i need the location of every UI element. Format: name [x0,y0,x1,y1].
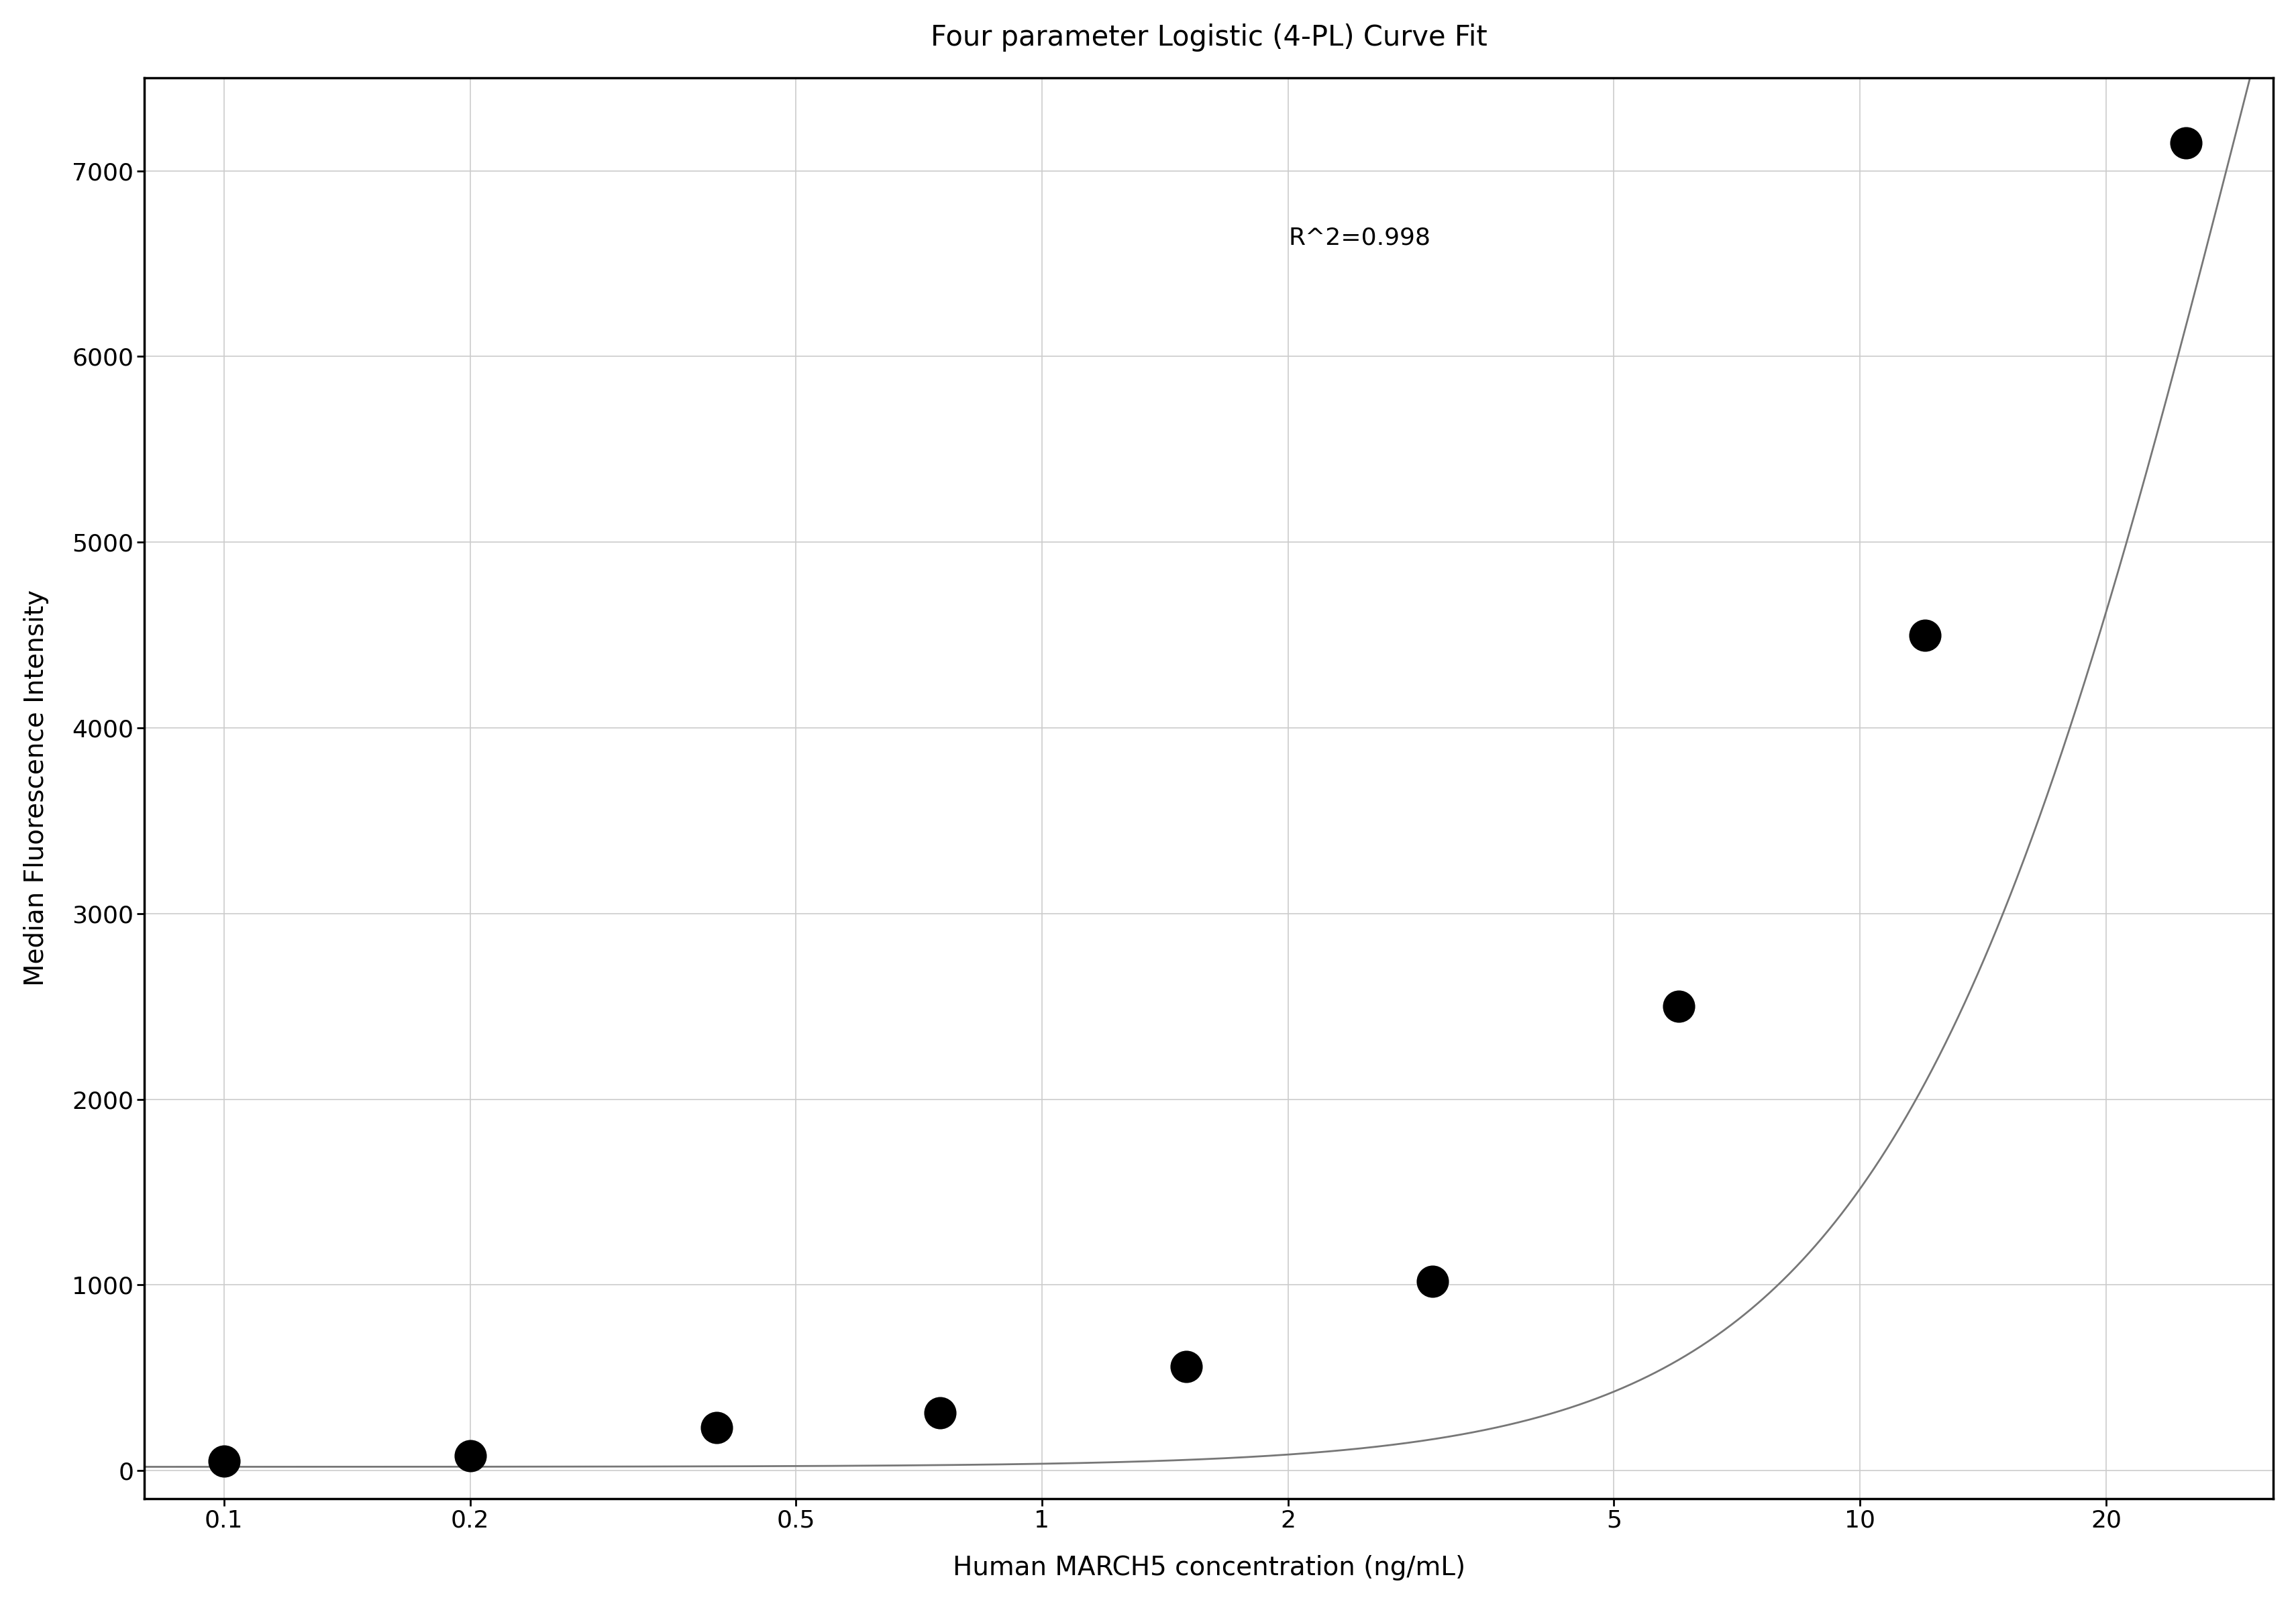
Point [452,1444,489,1469]
Title: Four parameter Logistic (4-PL) Curve Fit: Four parameter Logistic (4-PL) Curve Fit [930,24,1488,51]
Point [1906,622,1942,648]
Text: R^2=0.998: R^2=0.998 [1288,226,1430,249]
Point [2167,130,2204,156]
Point [698,1415,735,1440]
Point [204,1448,241,1474]
Point [1414,1269,1451,1294]
Point [1660,993,1697,1019]
Point [921,1400,957,1426]
Y-axis label: Median Fluorescence Intensity: Median Fluorescence Intensity [23,590,48,986]
X-axis label: Human MARCH5 concentration (ng/mL): Human MARCH5 concentration (ng/mL) [953,1556,1465,1580]
Point [1166,1354,1203,1379]
